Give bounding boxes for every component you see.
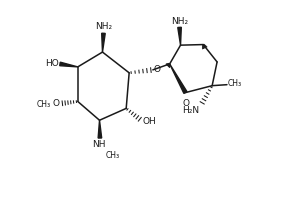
Text: OH: OH [143,117,157,126]
Polygon shape [60,62,78,67]
Text: NH₂: NH₂ [95,22,112,31]
Text: CH₃: CH₃ [105,151,120,160]
Text: CH₃: CH₃ [228,79,242,88]
Polygon shape [98,120,102,138]
Polygon shape [102,33,105,52]
Text: NH₂: NH₂ [171,17,188,26]
Polygon shape [170,64,187,94]
Text: H₂N: H₂N [183,106,200,115]
Polygon shape [178,27,181,45]
Text: NH: NH [92,140,106,149]
Text: O: O [154,65,161,74]
Text: O: O [53,99,60,108]
Text: O: O [183,99,190,107]
Text: HO: HO [45,60,59,68]
Text: CH₃: CH₃ [37,100,51,109]
